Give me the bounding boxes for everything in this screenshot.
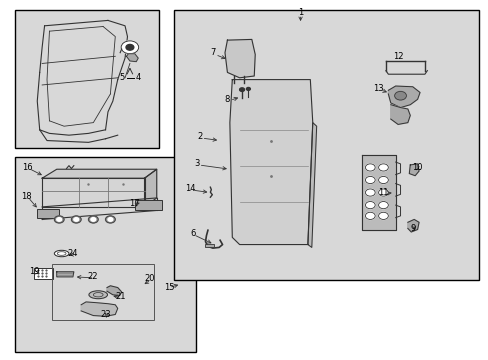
- Bar: [15, 157, 195, 352]
- Polygon shape: [408, 164, 418, 176]
- Polygon shape: [81, 302, 118, 316]
- Circle shape: [108, 218, 113, 221]
- Ellipse shape: [89, 291, 107, 299]
- Ellipse shape: [54, 250, 69, 257]
- Circle shape: [365, 202, 374, 209]
- Circle shape: [88, 216, 98, 223]
- Polygon shape: [307, 123, 316, 247]
- Text: 20: 20: [144, 274, 154, 283]
- Circle shape: [71, 216, 81, 223]
- Circle shape: [246, 87, 250, 90]
- Circle shape: [239, 88, 244, 91]
- Polygon shape: [390, 105, 409, 125]
- Circle shape: [378, 202, 387, 209]
- Circle shape: [121, 41, 139, 54]
- Bar: [173, 10, 478, 280]
- Text: 11: 11: [377, 188, 388, 197]
- Circle shape: [394, 91, 406, 100]
- Polygon shape: [42, 178, 144, 207]
- Text: 16: 16: [22, 163, 33, 172]
- Polygon shape: [126, 54, 138, 62]
- Bar: [205, 244, 214, 247]
- Circle shape: [378, 164, 387, 171]
- Bar: [52, 264, 154, 320]
- Text: 15: 15: [163, 283, 174, 292]
- Text: 6: 6: [190, 229, 196, 238]
- Polygon shape: [229, 80, 312, 244]
- Circle shape: [74, 218, 79, 221]
- Circle shape: [365, 164, 374, 171]
- Circle shape: [365, 176, 374, 184]
- Text: 23: 23: [100, 310, 111, 319]
- Text: 2: 2: [197, 132, 202, 141]
- Circle shape: [378, 176, 387, 184]
- Text: 17: 17: [129, 199, 140, 208]
- Circle shape: [126, 44, 134, 50]
- Circle shape: [365, 189, 374, 196]
- Text: 22: 22: [87, 272, 98, 281]
- Text: 19: 19: [28, 267, 39, 276]
- Text: 24: 24: [67, 249, 78, 258]
- Circle shape: [378, 189, 387, 196]
- Text: 10: 10: [411, 163, 422, 172]
- Polygon shape: [407, 220, 418, 232]
- Text: 1: 1: [297, 8, 303, 17]
- Text: 13: 13: [372, 84, 383, 93]
- Bar: [37, 209, 59, 218]
- Text: 5: 5: [120, 73, 125, 82]
- Text: 9: 9: [409, 224, 414, 233]
- Circle shape: [54, 216, 64, 223]
- Circle shape: [91, 218, 96, 221]
- Polygon shape: [387, 86, 419, 108]
- Text: 7: 7: [210, 48, 215, 57]
- Polygon shape: [144, 169, 157, 207]
- Circle shape: [105, 216, 115, 223]
- Polygon shape: [57, 272, 74, 277]
- Circle shape: [365, 212, 374, 220]
- Circle shape: [57, 218, 61, 221]
- Polygon shape: [224, 40, 255, 78]
- Text: 18: 18: [20, 192, 31, 201]
- Text: 8: 8: [224, 95, 230, 104]
- Polygon shape: [107, 286, 122, 296]
- Text: 12: 12: [392, 52, 403, 61]
- Circle shape: [378, 212, 387, 220]
- Text: 4: 4: [136, 73, 141, 82]
- Text: 21: 21: [115, 292, 125, 301]
- Bar: [135, 200, 161, 211]
- Text: 14: 14: [184, 184, 195, 193]
- Polygon shape: [42, 169, 157, 178]
- Bar: [15, 10, 159, 148]
- Bar: [34, 268, 53, 279]
- Text: 3: 3: [194, 159, 199, 168]
- Polygon shape: [361, 155, 395, 230]
